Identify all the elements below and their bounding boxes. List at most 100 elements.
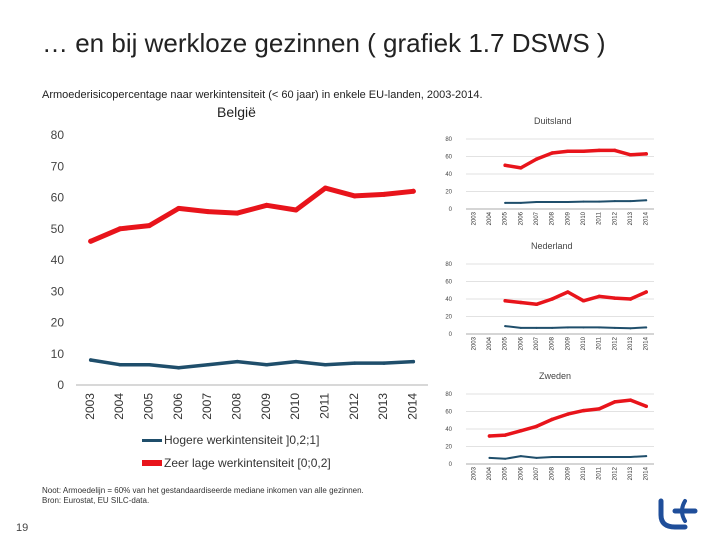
nederland-point-high: [535, 326, 538, 329]
duitsland-series-high: [504, 199, 648, 204]
chart-subtitle: Armoederisicopercentage naar werkintensi…: [42, 89, 483, 101]
nederland-xtick-label: 2008: [550, 336, 556, 350]
nederland-xtick-label: 2010: [581, 336, 587, 350]
zweden-xtick-label: 2005: [503, 466, 509, 480]
zweden-xtick-label: 2009: [565, 466, 571, 480]
duitsland-series-low: [503, 148, 648, 170]
nederland-series-high: [504, 325, 648, 330]
zweden-xtick-label: 2011: [597, 466, 603, 480]
nederland-xtick-label: 2003: [471, 336, 477, 350]
belgie-series-high: [88, 358, 416, 370]
duitsland-point-high: [519, 201, 522, 204]
zweden-point-low: [550, 417, 554, 422]
zweden-point-low: [519, 429, 523, 433]
zweden-point-high: [551, 456, 554, 458]
belgie-xtick-label: 2013: [376, 393, 390, 420]
duitsland-point-high: [598, 200, 601, 203]
zweden-point-high: [535, 456, 538, 459]
duitsland-xtick-label: 2014: [644, 211, 650, 225]
nederland-point-low: [566, 290, 570, 294]
zweden-ytick-label: 0: [449, 462, 453, 468]
nederland-point-low: [503, 299, 507, 303]
nederland-point-low: [519, 300, 523, 305]
belgie-point-low: [234, 210, 240, 216]
nederland-ytick-label: 40: [445, 297, 452, 303]
duitsland-point-low: [581, 149, 586, 153]
belgie-ytick-label: 70: [51, 159, 65, 173]
zweden-xtick-label: 2013: [628, 466, 634, 480]
nederland-point-low: [534, 302, 539, 306]
belgie-xtick-label: 2010: [288, 393, 302, 420]
zweden-point-high: [598, 456, 601, 458]
zweden-xtick-label: 2012: [612, 466, 618, 480]
belgie-point-high: [88, 358, 93, 362]
nederland-point-high: [598, 326, 601, 329]
zweden-xtick-label: 2014: [644, 466, 650, 480]
zweden-point-low: [644, 404, 648, 408]
duitsland-point-high: [566, 201, 569, 203]
zweden-ytick-label: 20: [445, 445, 452, 451]
duitsland-xtick-label: 2007: [534, 211, 540, 225]
nederland-point-low: [597, 294, 601, 299]
duitsland-xtick-label: 2008: [550, 211, 556, 225]
belgie-point-high: [118, 362, 122, 367]
duitsland-xtick-label: 2009: [565, 211, 571, 225]
duitsland-xtick-label: 2006: [518, 211, 524, 225]
nederland-xtick-label: 2012: [612, 336, 618, 350]
belgie-xtick-label: 2014: [406, 393, 420, 420]
zweden-xtick-label: 2004: [487, 466, 493, 480]
belgie-point-low: [117, 226, 123, 232]
zweden-point-low: [566, 412, 570, 416]
belgie-series-low: [88, 185, 416, 244]
zweden-series-low: [487, 398, 648, 438]
duitsland-point-low: [550, 151, 554, 155]
duitsland-ytick-label: 60: [445, 155, 452, 161]
small-chart-duitsland: 0 20 40 60 80 2003 2004 2005 2006 2007 2008 2009 201…: [445, 137, 654, 225]
duitsland-ytick-label: 0: [449, 207, 453, 213]
belgie-point-high: [411, 359, 416, 364]
belgie-point-low: [264, 202, 270, 208]
belgie-point-high: [264, 362, 269, 367]
nederland-ytick-label: 80: [445, 262, 452, 268]
zweden-point-low: [534, 424, 539, 429]
zweden-xtick-label: 2010: [581, 466, 587, 480]
footnote-line-2: Bron: Eurostat, EU SILC-data.: [42, 496, 150, 505]
zweden-point-high: [488, 456, 491, 459]
belgie-ytick-label: 30: [51, 284, 65, 298]
zweden-point-high: [582, 456, 585, 458]
duitsland-point-high: [582, 200, 585, 203]
footnote: Noot: Armoedelijn = 60% van het gestanda…: [42, 486, 364, 506]
nederland-point-low: [550, 297, 554, 301]
belgie-point-low: [322, 185, 328, 191]
belgie-point-low: [381, 191, 387, 197]
belgie-xtick-label: 2009: [259, 393, 273, 420]
duitsland-xtick-label: 2003: [471, 211, 477, 225]
nederland-xtick-label: 2004: [487, 336, 493, 350]
duitsland-ytick-label: 20: [445, 190, 452, 196]
belgie-point-low: [352, 193, 358, 199]
legend-item-low: Zeer lage werkintensiteit [0;0,2]: [142, 456, 442, 470]
nederland-point-high: [504, 325, 507, 328]
nederland-xtick-label: 2014: [644, 336, 650, 350]
belgie-xtick-label: 2004: [112, 393, 126, 420]
zweden-point-low: [628, 398, 633, 402]
zweden-point-low: [613, 400, 617, 404]
belgie-xtick-label: 2007: [200, 393, 214, 420]
zweden-point-high: [519, 455, 522, 458]
nederland-point-low: [628, 297, 633, 301]
main-chart-title: België: [217, 104, 256, 120]
belgie-point-high: [382, 361, 386, 365]
belgie-point-low: [293, 207, 299, 213]
belgie-point-low: [410, 188, 416, 194]
legend-label-low: Zeer lage werkintensiteit [0;0,2]: [164, 456, 331, 470]
duitsland-point-high: [645, 199, 648, 202]
main-chart-belgie: 0 10 20 30 40 50 60 70 80 2003 2004 2005 2006 2007 200…: [51, 128, 428, 420]
legend-label-high: Hogere werkintensiteit ]0,2;1]: [164, 433, 320, 447]
nederland-point-high: [519, 326, 522, 329]
duitsland-point-high: [613, 200, 616, 203]
nederland-point-high: [629, 327, 632, 330]
zweden-title: Zweden: [539, 371, 572, 381]
belgie-xtick-label: 2011: [318, 393, 332, 419]
duitsland-point-high: [504, 201, 507, 204]
belgie-ytick-label: 60: [51, 191, 65, 205]
